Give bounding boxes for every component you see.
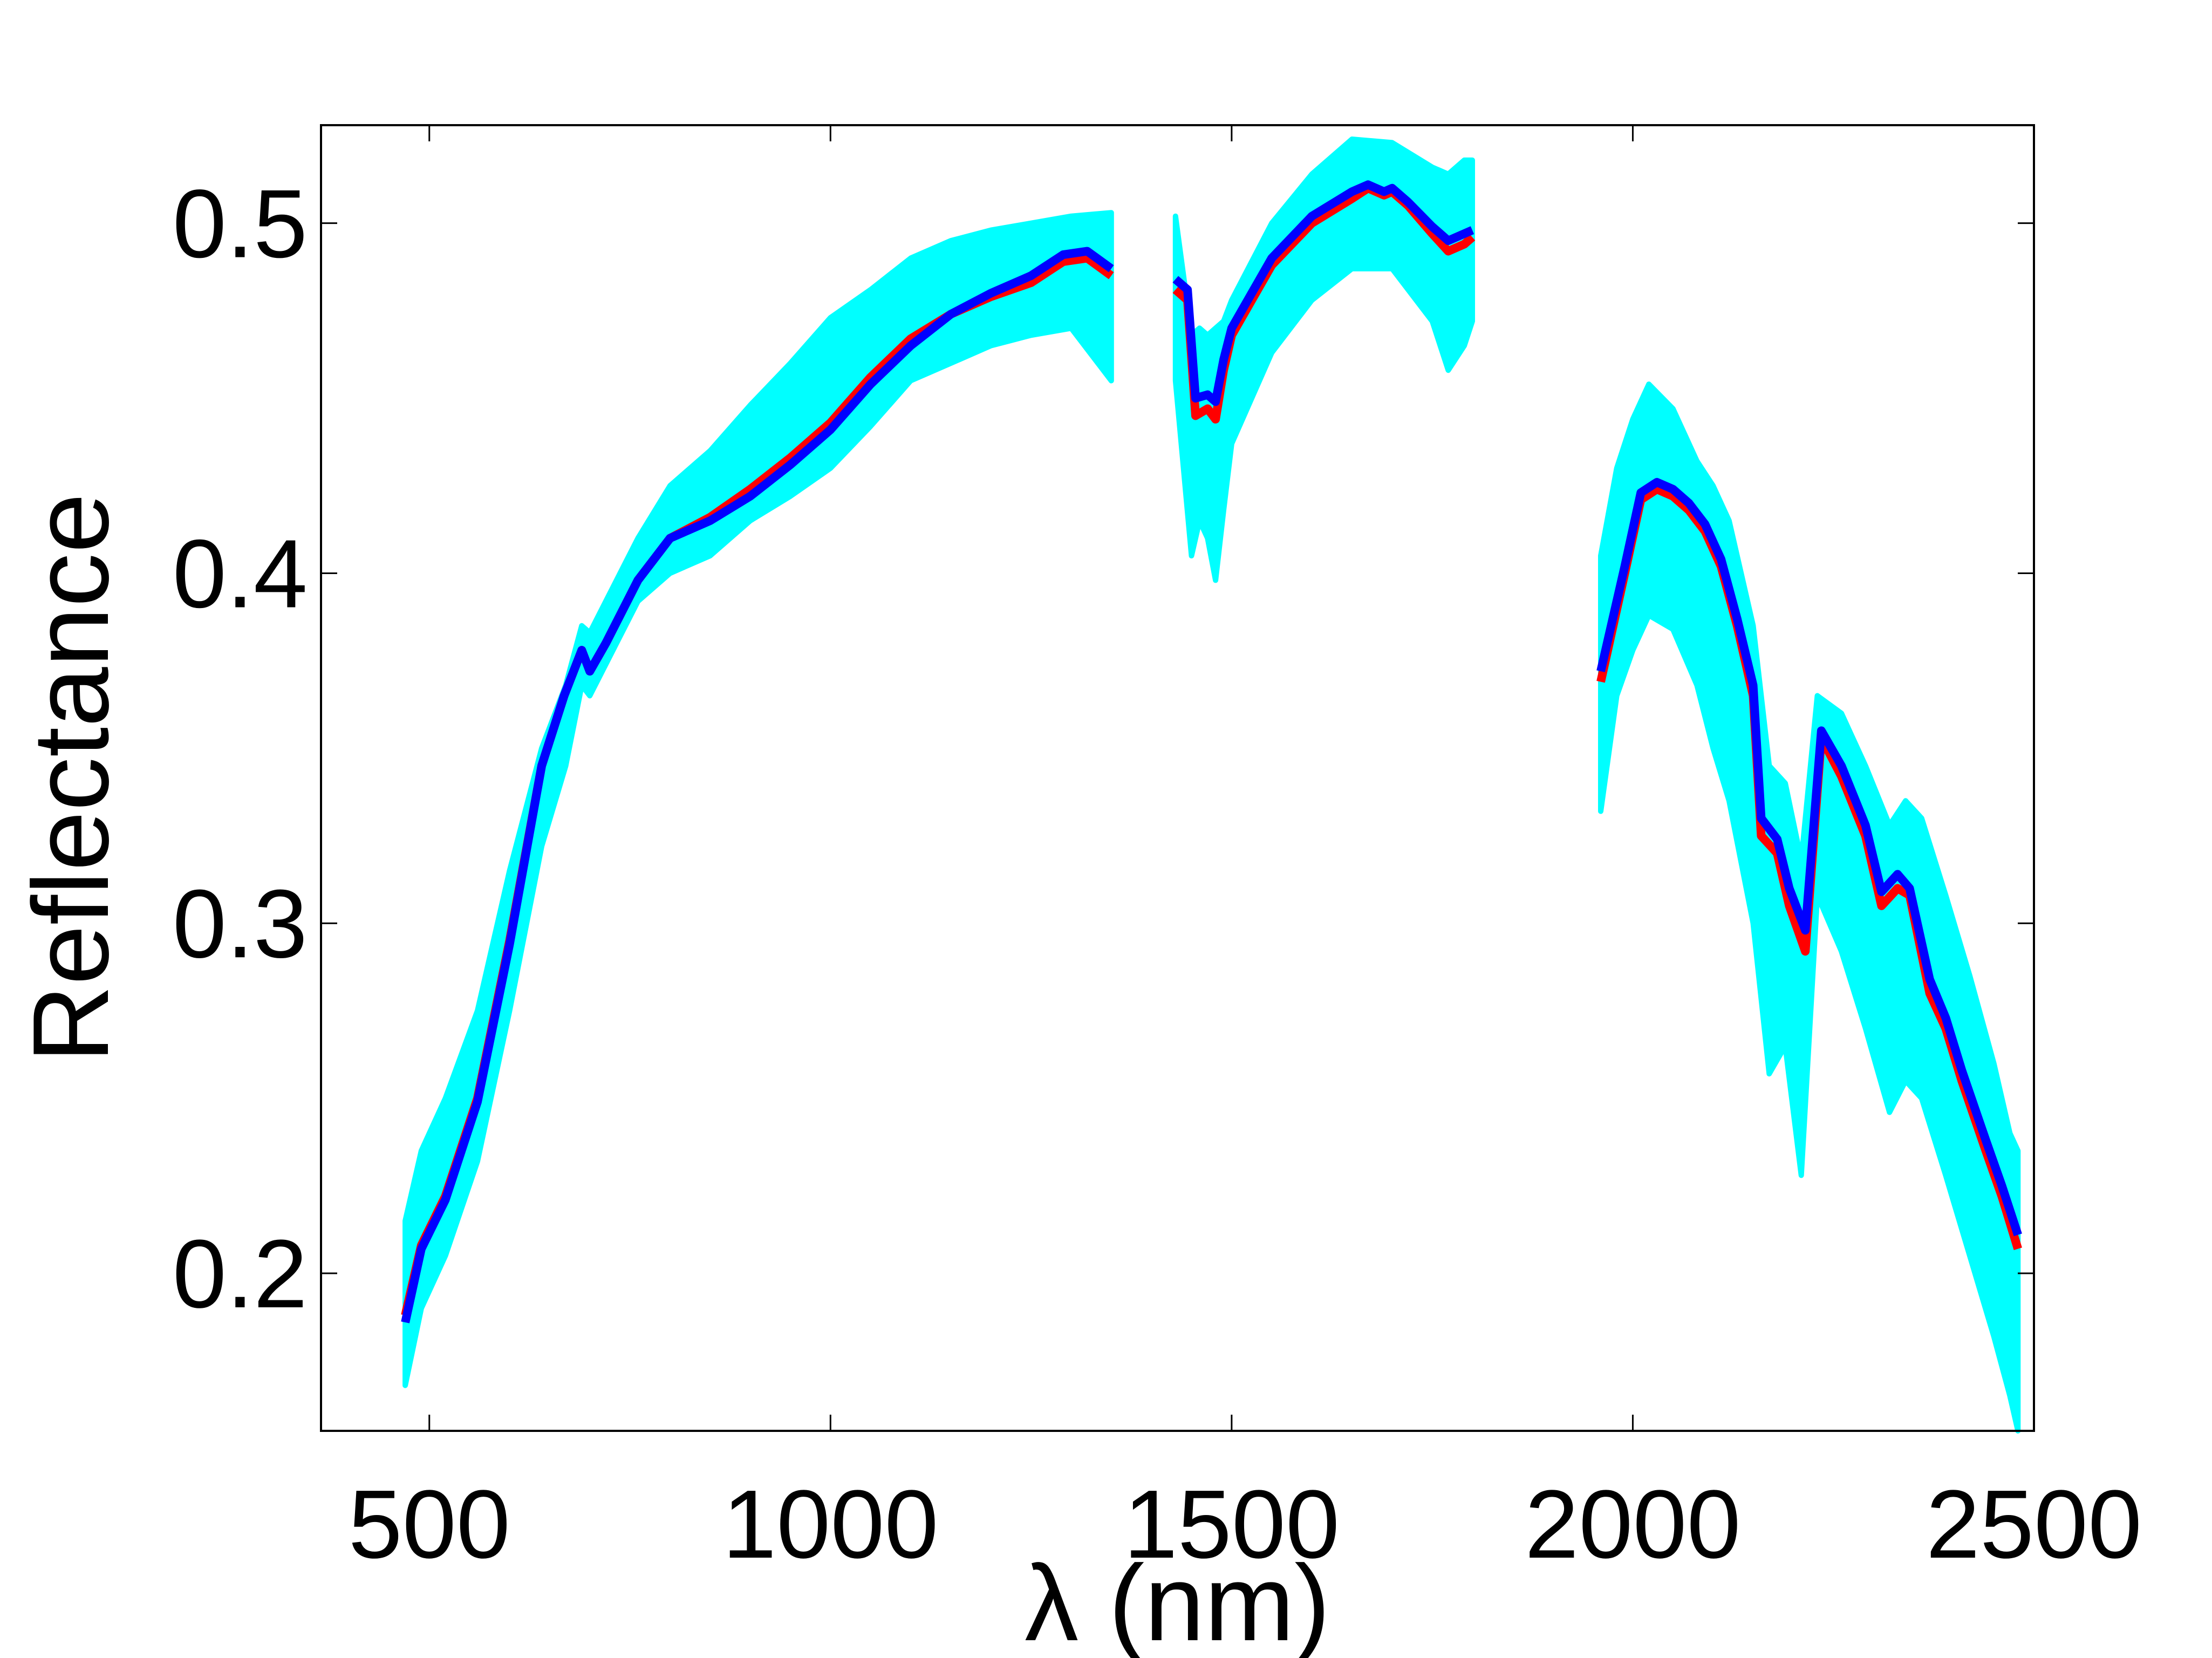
y-tick-label: 0.5 bbox=[173, 170, 308, 278]
plot-frame bbox=[320, 124, 2035, 1432]
y-tick-label: 0.4 bbox=[173, 520, 308, 628]
envelope-band-1 bbox=[402, 210, 1114, 1388]
x-tick-label: 2000 bbox=[1525, 1470, 1740, 1579]
series-blue-segment-3 bbox=[1596, 477, 2022, 1237]
y-axis-label: Reflectance bbox=[11, 493, 131, 1063]
x-axis-label: λ (nm) bbox=[1025, 1543, 1330, 1658]
series-layer bbox=[401, 180, 2022, 1323]
x-tick-label: 2500 bbox=[1926, 1470, 2142, 1579]
series-blue-segment-1 bbox=[401, 247, 1114, 1323]
x-tick-label: 1500 bbox=[1124, 1470, 1340, 1579]
y-tick-label: 0.3 bbox=[173, 870, 308, 978]
x-tick-label: 1000 bbox=[722, 1470, 938, 1579]
ticks-layer: 500 1000 1500 2000 2500 0.2 0.3 0.4 0.5 bbox=[173, 125, 2142, 1579]
y-tick-label: 0.2 bbox=[173, 1220, 308, 1328]
series-blue-segment-2 bbox=[1172, 180, 1474, 406]
x-tick-label: 500 bbox=[349, 1470, 510, 1579]
series-red-segment-2 bbox=[1172, 183, 1476, 424]
envelope-band-2 bbox=[1172, 137, 1475, 583]
